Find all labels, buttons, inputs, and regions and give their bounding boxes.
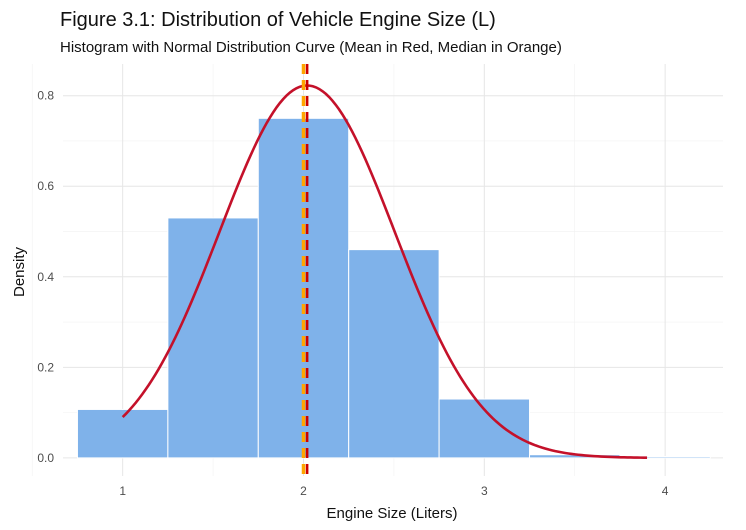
x-axis-label: Engine Size (Liters) [327,505,458,522]
y-tick-label: 0.6 [37,179,54,193]
histogram-bar [348,249,440,459]
chart-title: Figure 3.1: Distribution of Vehicle Engi… [60,9,496,31]
x-axis-ticks: 1 2 3 4 [119,484,668,498]
histogram-bar [167,217,259,459]
x-tick-label: 3 [481,484,488,498]
histogram-bar [76,408,169,459]
x-tick-label: 2 [300,484,307,498]
y-tick-label: 0.0 [37,451,54,465]
y-tick-label: 0.4 [37,270,54,284]
y-axis-ticks: 0.0 0.2 0.4 0.6 0.8 [37,89,54,465]
x-tick-label: 4 [662,484,669,498]
chart-subtitle: Histogram with Normal Distribution Curve… [60,39,562,56]
y-tick-label: 0.8 [37,89,54,103]
x-tick-label: 1 [119,484,126,498]
y-axis-label: Density [11,246,28,297]
y-tick-label: 0.2 [37,360,54,374]
normal-curve [121,84,648,459]
